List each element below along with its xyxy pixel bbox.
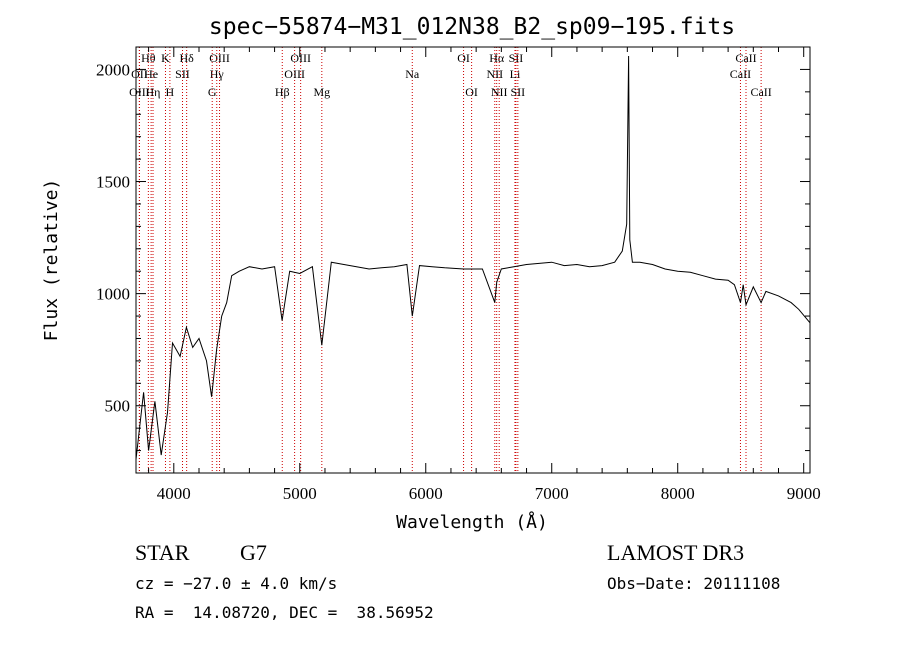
x-tick-label: 7000	[535, 484, 569, 503]
spectral-line-label: SII	[175, 67, 190, 81]
object-type: STAR	[135, 540, 190, 565]
spectral-line-label: OIII	[209, 51, 230, 65]
x-tick-label: 4000	[157, 484, 191, 503]
spectral-line-label: SII	[511, 85, 526, 99]
spectral-line-label: OIII	[284, 67, 305, 81]
spectral-line-label: CaII	[735, 51, 756, 65]
x-axis: 4000 5000 6000 7000 8000 9000	[148, 47, 821, 503]
spectrum-line	[135, 55, 811, 460]
spectral-line-label: Hγ	[210, 67, 225, 81]
plot-frame	[135, 46, 811, 474]
spectral-line-label: G	[208, 85, 217, 99]
spectral-line-label: NII	[491, 85, 508, 99]
spectral-line-label: Mg	[313, 85, 330, 99]
spectral-line-label: SII	[509, 51, 524, 65]
y-tick-label: 1500	[96, 173, 130, 192]
object-subclass: G7	[240, 540, 267, 565]
y-axis: 500 1000 1500 2000	[96, 46, 810, 452]
sky-coordinates: RA = 14.08720, DEC = 38.56952	[135, 603, 434, 622]
y-axis-label: Flux (relative)	[41, 179, 62, 342]
spectral-line-label: Hθ	[141, 51, 156, 65]
spectral-line-label: Hβ	[275, 85, 290, 99]
x-axis-label: Wavelength (Å)	[396, 511, 548, 533]
x-tick-label: 5000	[283, 484, 317, 503]
spectral-line-label: CaII	[750, 85, 771, 99]
x-tick-label: 9000	[787, 484, 821, 503]
spectral-line-label: Hδ	[179, 51, 194, 65]
spectral-line-label: CaII	[730, 67, 751, 81]
spectral-line-label: H	[166, 85, 175, 99]
observation-date: Obs−Date: 20111108	[607, 574, 781, 593]
spectral-line-label: He	[144, 67, 158, 81]
redshift-velocity: cz = −27.0 ± 4.0 km/s	[135, 574, 338, 593]
spectral-line-label: Hα	[489, 51, 505, 65]
y-tick-label: 1000	[96, 285, 130, 304]
chart-title: spec−55874−M31_012N38_B2_sp09−195.fits	[209, 14, 735, 40]
y-tick-label: 500	[105, 397, 131, 416]
x-tick-label: 8000	[661, 484, 695, 503]
spectral-line-label: Li	[510, 67, 521, 81]
spectral-line-label: OIII	[290, 51, 311, 65]
y-tick-label: 2000	[96, 60, 130, 79]
spectral-line-label: OI	[465, 85, 478, 99]
spectral-line-label: OI	[457, 51, 470, 65]
spectral-line-label: K	[161, 51, 170, 65]
spectral-line-label: Na	[405, 67, 420, 81]
survey-name: LAMOST DR3	[607, 540, 745, 565]
x-tick-label: 6000	[409, 484, 443, 503]
spectral-line-label: Hη	[146, 85, 161, 99]
spectral-line-label: NII	[486, 67, 503, 81]
